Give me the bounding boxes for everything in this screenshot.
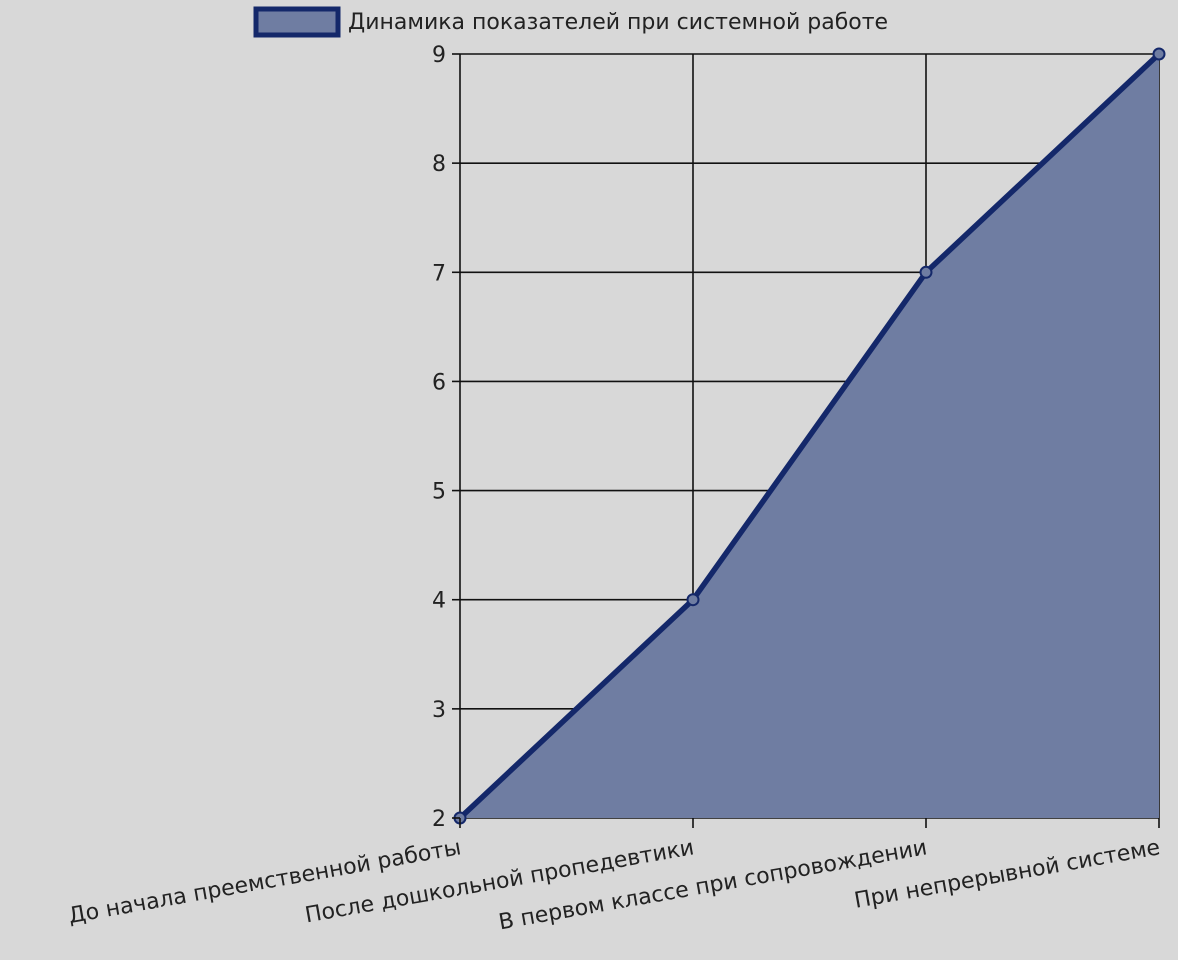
y-tick-label: 9 [432, 43, 446, 68]
y-tick-label: 3 [432, 698, 446, 723]
y-tick-label: 6 [432, 370, 446, 395]
y-tick-label: 5 [432, 480, 446, 505]
series-layer [453, 47, 1166, 825]
y-tick-label: 4 [432, 589, 446, 614]
data-point[interactable] [919, 265, 933, 279]
y-tick-label: 8 [432, 152, 446, 177]
y-tick-label: 7 [432, 261, 446, 286]
data-point[interactable] [686, 593, 700, 607]
series-line [458, 51, 1161, 821]
legend-label: Динамика показателей при системной работ… [348, 10, 888, 35]
data-point[interactable] [1152, 47, 1166, 61]
y-tick-label: 2 [432, 807, 446, 832]
legend-swatch [253, 6, 341, 38]
x-tick-label: В первом классе при сопровождении [497, 835, 929, 935]
x-tick-label: До начала преемственной работы [67, 835, 463, 929]
legend[interactable]: Динамика показателей при системной работ… [253, 6, 888, 38]
